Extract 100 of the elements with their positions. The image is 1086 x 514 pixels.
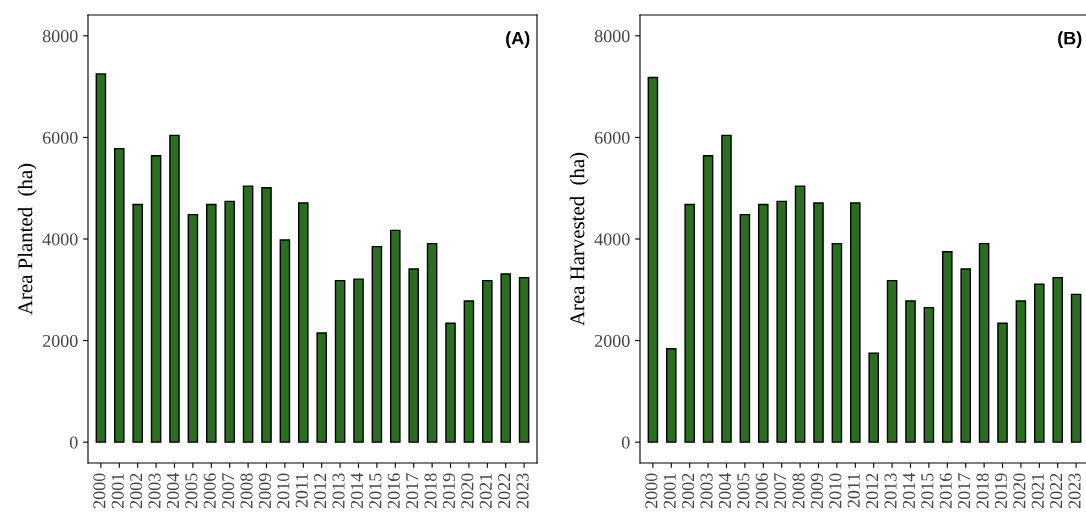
bar [316, 332, 327, 443]
x-tick-label: 2014 [902, 473, 916, 509]
x-tick-label: 2019 [442, 473, 456, 509]
bar [813, 202, 824, 443]
x-tick-label: 2016 [939, 473, 952, 509]
bar [978, 242, 990, 443]
x-tick-label: 2006 [755, 473, 768, 509]
x-tick-label: 2005 [185, 473, 198, 509]
x-tick-label: 2004 [718, 473, 732, 509]
annotation: (A) [506, 31, 530, 49]
x-tick-label: 2015 [369, 473, 382, 509]
x-tick-label: 2004 [166, 473, 180, 509]
x-tick-label: 2023 [1068, 473, 1081, 509]
x-tick-label: 2018 [424, 473, 437, 509]
x-tick-label: 2002 [130, 473, 143, 509]
bar [371, 245, 383, 443]
x-tick-label: 2002 [682, 473, 695, 509]
bar [1052, 276, 1064, 443]
x-tick-label: 2018 [976, 473, 989, 509]
bar [445, 322, 456, 443]
x-tick-label: 2016 [387, 473, 400, 509]
x-tick-label: 2006 [203, 473, 216, 509]
bar [665, 348, 677, 443]
bar [1015, 300, 1027, 443]
x-tick-label: 2021 [1031, 473, 1044, 509]
x-tick-label: 2012 [314, 473, 327, 509]
y-tick-label: 4000 [42, 233, 78, 246]
bar [1034, 283, 1045, 443]
bar [1070, 293, 1082, 443]
bar [390, 229, 401, 443]
x-tick-label: 2017 [406, 473, 419, 509]
x-tick-label: 2023 [516, 473, 529, 509]
bar [886, 279, 898, 443]
bar [997, 322, 1008, 443]
y-tick-label: 4000 [594, 233, 630, 246]
x-tick-label: 2019 [994, 473, 1008, 509]
x-tick-label: 2010 [277, 473, 290, 509]
y-axis-title: Area Planted (ha) [17, 163, 37, 315]
x-tick-label: 2001 [111, 473, 124, 509]
bar [942, 251, 953, 443]
bar [113, 147, 125, 443]
x-tick-label: 2007 [774, 473, 787, 509]
x-tick-label: 2010 [829, 473, 842, 509]
bar [482, 279, 493, 443]
y-tick-label: 6000 [42, 131, 78, 144]
bar [205, 203, 217, 443]
bar [353, 278, 364, 443]
bar [500, 273, 512, 443]
x-tick-label: 2007 [222, 473, 235, 509]
x-tick-label: 2008 [792, 473, 805, 509]
bar [169, 134, 180, 443]
x-tick-label: 2003 [700, 473, 713, 509]
bar [923, 306, 935, 443]
annotation: (B) [1058, 31, 1082, 49]
bar [684, 203, 695, 443]
x-tick-label: 2012 [866, 473, 879, 509]
x-tick-label: 2011 [295, 473, 308, 508]
x-tick-label: 2001 [663, 473, 676, 509]
bar [757, 203, 769, 443]
bar [95, 73, 107, 443]
x-tick-label: 2000 [645, 473, 658, 509]
x-tick-label: 2022 [498, 473, 511, 509]
bar [334, 279, 346, 443]
x-tick-label: 2021 [479, 473, 492, 509]
x-tick-label: 2008 [240, 473, 253, 509]
x-tick-label: 2013 [884, 473, 897, 509]
bar [905, 300, 916, 443]
bar [868, 352, 879, 443]
x-tick-label: 2009 [258, 473, 272, 509]
bar [187, 213, 199, 443]
bar [702, 155, 714, 443]
bar [298, 202, 309, 443]
y-tick-label: 2000 [42, 334, 78, 348]
bar [721, 134, 732, 443]
x-tick-label: 2022 [1050, 473, 1063, 509]
bar [132, 203, 143, 443]
bar [261, 187, 272, 443]
x-tick-label: 2015 [921, 473, 934, 509]
y-tick-label: 0 [621, 436, 630, 449]
x-tick-label: 2011 [847, 473, 860, 508]
x-tick-label: 2009 [810, 473, 824, 509]
bar [150, 155, 162, 443]
bar [960, 268, 972, 443]
bar [518, 276, 530, 443]
x-tick-label: 2020 [461, 473, 474, 509]
x-tick-label: 2014 [350, 473, 364, 509]
x-tick-label: 2013 [332, 473, 345, 509]
bar [242, 185, 254, 443]
bar [647, 76, 659, 443]
bar [408, 268, 420, 443]
bar [279, 239, 291, 443]
bar [850, 202, 861, 443]
x-tick-label: 2000 [93, 473, 106, 509]
x-tick-label: 2017 [958, 473, 971, 509]
bar [463, 300, 475, 443]
y-axis-title: Area Harvested (ha) [569, 152, 589, 326]
y-tick-label: 6000 [594, 131, 630, 144]
bar [426, 242, 438, 443]
x-tick-label: 2020 [1013, 473, 1026, 509]
y-tick-label: 2000 [594, 334, 630, 348]
